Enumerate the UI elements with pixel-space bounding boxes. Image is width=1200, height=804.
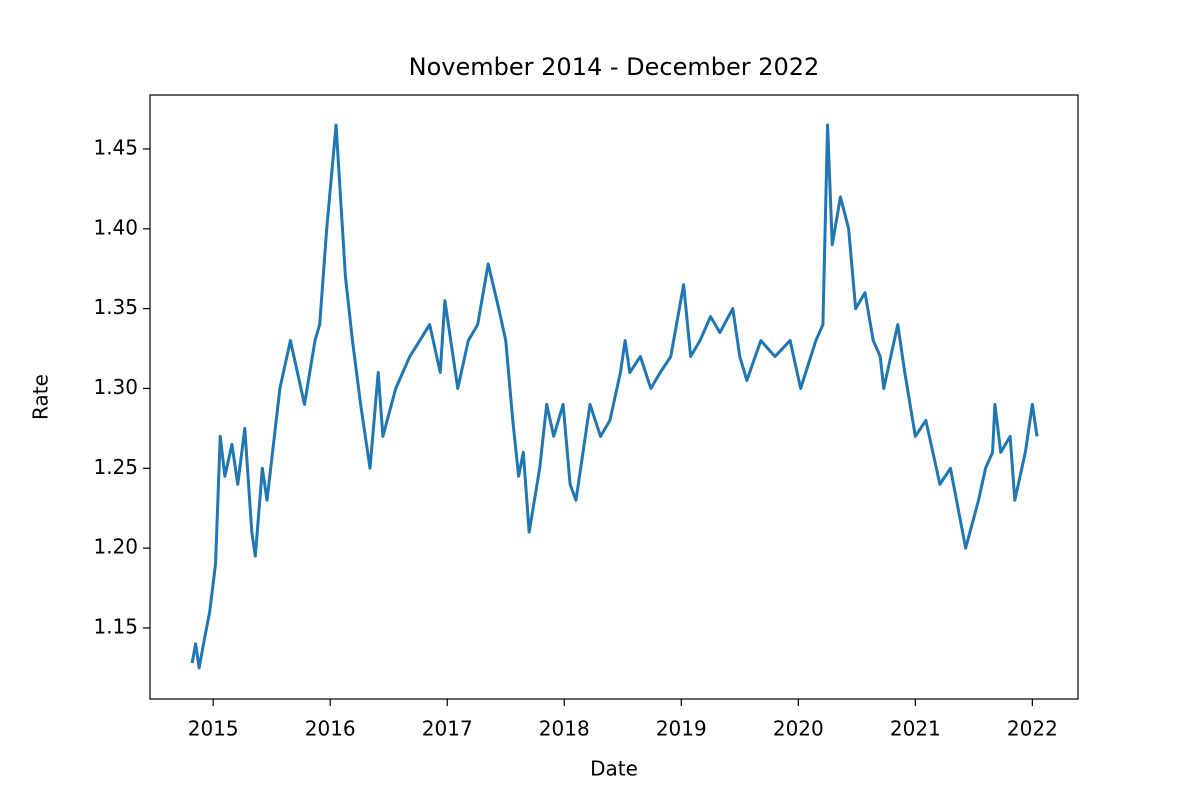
y-tick-label: 1.40 xyxy=(93,215,138,239)
x-tick-label: 2015 xyxy=(188,717,239,741)
y-tick-label: 1.25 xyxy=(93,455,138,479)
x-tick-label: 2017 xyxy=(422,717,473,741)
y-tick-label: 1.30 xyxy=(93,375,138,399)
x-axis-label: Date xyxy=(590,757,638,781)
plot-frame xyxy=(149,94,1079,700)
y-axis-label: Rate xyxy=(29,374,53,420)
x-tick-label: 2022 xyxy=(1007,717,1058,741)
x-tick-label: 2016 xyxy=(305,717,356,741)
y-tick-label: 1.45 xyxy=(93,135,138,159)
line xyxy=(190,123,1039,670)
y-tick-label: 1.15 xyxy=(93,614,138,638)
y-tick-label: 1.35 xyxy=(93,295,138,319)
x-tick-label: 2018 xyxy=(539,717,590,741)
x-tick-label: 2019 xyxy=(656,717,707,741)
y-tick-label: 1.20 xyxy=(93,535,138,559)
chart-title: November 2014 - December 2022 xyxy=(409,53,820,81)
x-tick-label: 2021 xyxy=(890,717,941,741)
x-tick-label: 2020 xyxy=(773,717,824,741)
